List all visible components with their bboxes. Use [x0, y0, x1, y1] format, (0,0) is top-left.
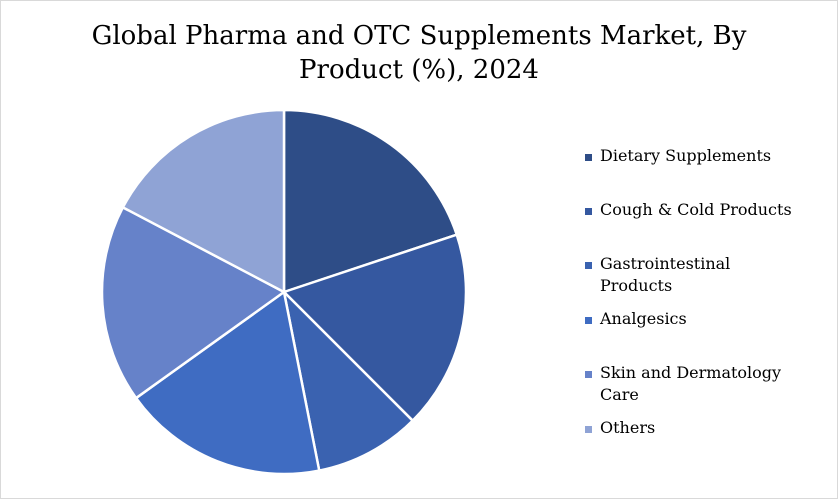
legend-swatch	[585, 317, 592, 324]
legend-label: Others	[600, 418, 656, 437]
legend-label: Skin and Dermatology Care	[600, 363, 782, 404]
legend-item: Cough & Cold Products	[585, 199, 805, 221]
pie-slice-cough-cold-products	[282, 233, 468, 422]
legend-label: Cough & Cold Products	[600, 200, 792, 219]
legend-swatch	[585, 262, 592, 269]
pie-slice-gastrointestinal-products	[282, 290, 414, 472]
chart-title-line-1: Global Pharma and OTC Supplements Market…	[91, 21, 747, 51]
legend-swatch	[585, 426, 592, 433]
legend-label: Gastrointestinal Products	[600, 254, 731, 295]
legend-swatch	[585, 154, 592, 161]
legend-swatch	[585, 208, 592, 215]
legend-swatch	[585, 371, 592, 378]
pie-slice-skin-and-dermatology-care	[100, 206, 286, 400]
legend-item: Skin and Dermatology Care	[585, 362, 805, 406]
legend-label: Analgesics	[600, 309, 687, 328]
legend-item: Others	[585, 417, 805, 439]
chart-title-line-2: Product (%), 2024	[299, 55, 539, 85]
pie-slice-analgesics	[134, 290, 321, 476]
legend-label: Dietary Supplements	[600, 146, 772, 165]
chart-title: Global Pharma and OTC Supplements Market…	[1, 19, 837, 87]
legend-item: Analgesics	[585, 308, 805, 330]
legend-item: Dietary Supplements	[585, 145, 805, 167]
legend-item: Gastrointestinal Products	[585, 253, 805, 297]
pie-slice-dietary-supplements	[282, 108, 458, 294]
pie-slice-others	[121, 108, 286, 294]
